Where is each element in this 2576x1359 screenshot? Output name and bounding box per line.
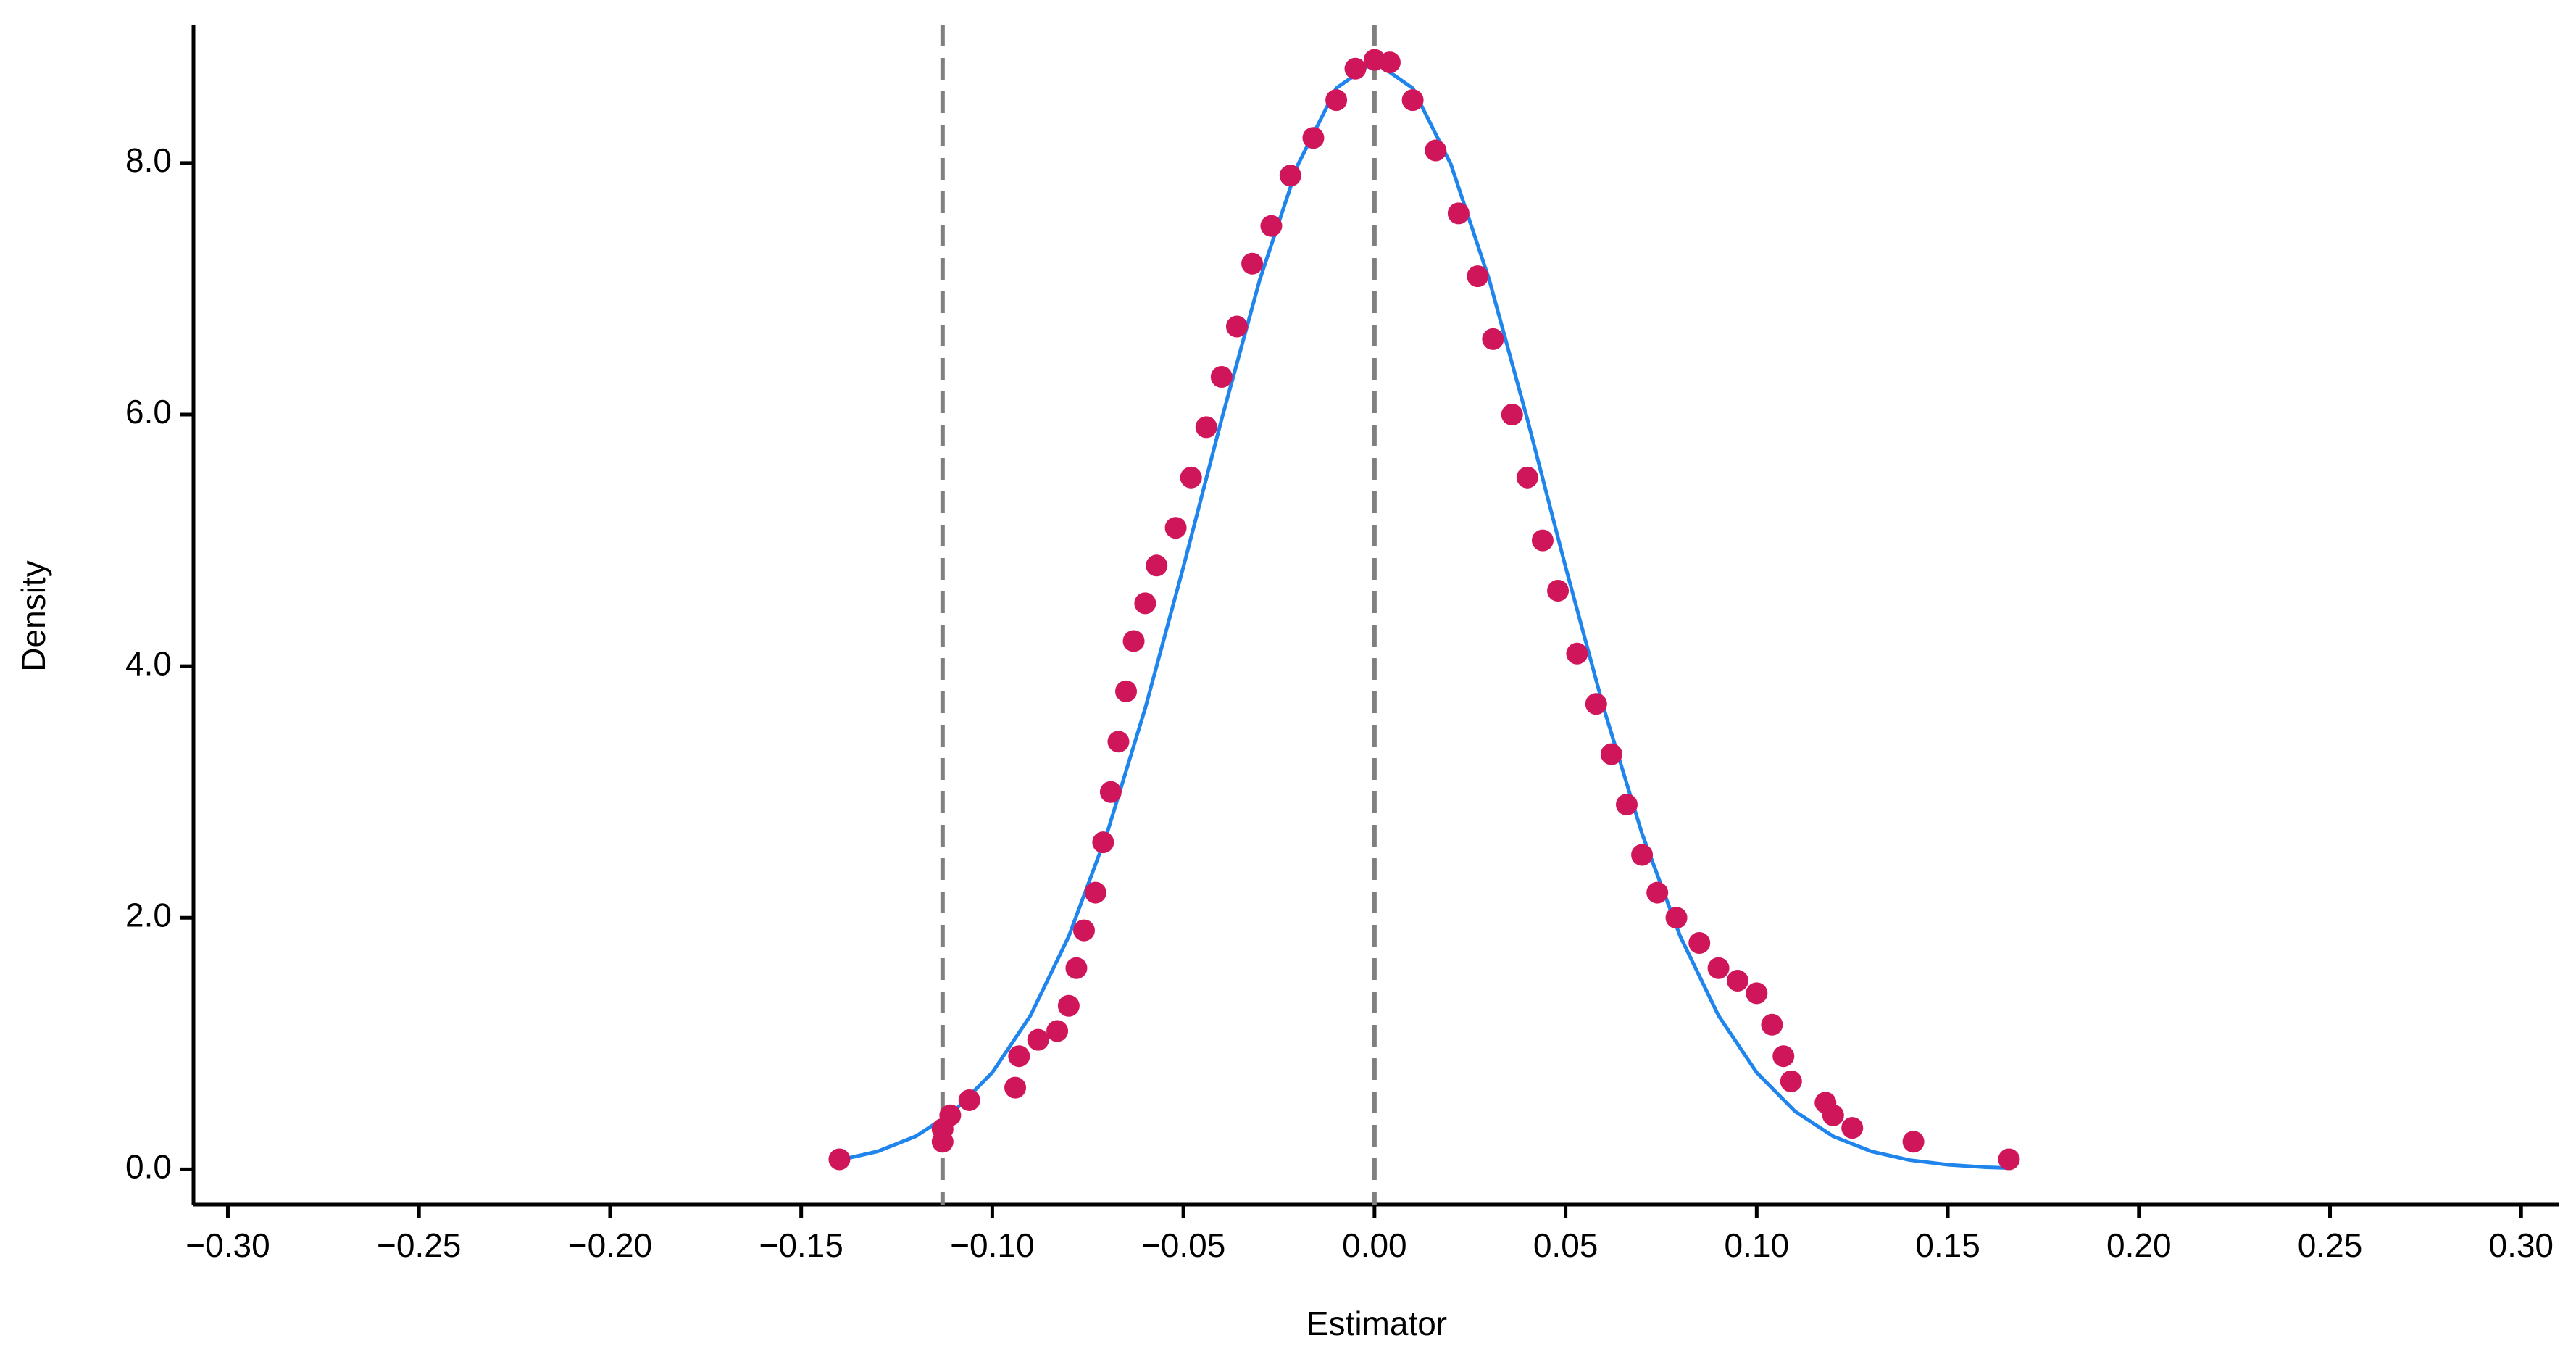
point [1210, 365, 1233, 388]
point [1501, 404, 1523, 426]
point [1425, 139, 1447, 162]
point [1482, 328, 1504, 350]
point [1004, 1076, 1027, 1099]
y-tick-label: 0.0 [125, 1148, 172, 1186]
point [1631, 844, 1654, 866]
point [1746, 982, 1768, 1005]
point [1822, 1104, 1844, 1126]
density-curve [838, 59, 2009, 1170]
point [1902, 1131, 1925, 1153]
point [1302, 127, 1325, 149]
point [1260, 215, 1283, 237]
y-tick-label: 8.0 [125, 141, 172, 179]
x-tick-label: 0.10 [1725, 1226, 1790, 1264]
point [1072, 919, 1095, 942]
point [939, 1104, 962, 1126]
point [1761, 1013, 1783, 1036]
x-tick-label: −0.10 [950, 1226, 1034, 1264]
x-axis-label: Estimator [1306, 1305, 1447, 1342]
point [1600, 743, 1622, 765]
point [1688, 931, 1711, 954]
point [1057, 994, 1080, 1017]
point [1998, 1148, 2020, 1171]
point [1772, 1045, 1795, 1068]
x-tick-label: 0.25 [2298, 1226, 2363, 1264]
y-axis-label: Density [14, 560, 52, 671]
point [1665, 907, 1688, 929]
point [1516, 466, 1538, 489]
x-tick-label: 0.15 [1915, 1226, 1980, 1264]
point [1084, 881, 1106, 904]
x-tick-label: 0.00 [1342, 1226, 1407, 1264]
x-tick-label: 0.20 [2106, 1226, 2172, 1264]
point [958, 1089, 980, 1111]
point [1841, 1117, 1864, 1139]
point [1115, 680, 1138, 702]
point [1344, 57, 1367, 80]
point [1099, 781, 1122, 803]
y-tick-label: 4.0 [125, 644, 172, 682]
point [1180, 466, 1202, 489]
point [1027, 1028, 1049, 1051]
point [1547, 580, 1570, 602]
point [1378, 51, 1401, 74]
point [1241, 252, 1264, 275]
x-tick-label: −0.30 [186, 1226, 270, 1264]
x-tick-label: 0.30 [2488, 1226, 2554, 1264]
point [1195, 416, 1217, 439]
x-tick-label: 0.05 [1533, 1226, 1598, 1264]
point [1008, 1045, 1030, 1068]
x-tick-label: −0.25 [377, 1226, 461, 1264]
point [1780, 1070, 1802, 1092]
point [1447, 202, 1470, 225]
point [1279, 165, 1301, 187]
point [1107, 731, 1130, 753]
point [1146, 554, 1168, 577]
point [1225, 315, 1248, 338]
point [1726, 970, 1748, 992]
point [1615, 794, 1638, 816]
point [1122, 630, 1145, 652]
point [1531, 529, 1554, 552]
point [1046, 1020, 1069, 1042]
point [1164, 517, 1187, 539]
point [1092, 831, 1114, 854]
point [828, 1148, 851, 1171]
point [1065, 957, 1088, 979]
point [1325, 89, 1348, 112]
x-tick-label: −0.20 [568, 1226, 652, 1264]
point [1646, 881, 1669, 904]
x-tick-label: −0.05 [1141, 1226, 1225, 1264]
point [1467, 265, 1489, 288]
y-tick-label: 2.0 [125, 896, 172, 934]
x-tick-label: −0.15 [759, 1226, 843, 1264]
point [1707, 957, 1730, 979]
y-tick-label: 6.0 [125, 393, 172, 431]
point [1585, 693, 1607, 715]
point [1401, 89, 1424, 112]
point [1134, 592, 1156, 615]
point [1566, 642, 1588, 665]
